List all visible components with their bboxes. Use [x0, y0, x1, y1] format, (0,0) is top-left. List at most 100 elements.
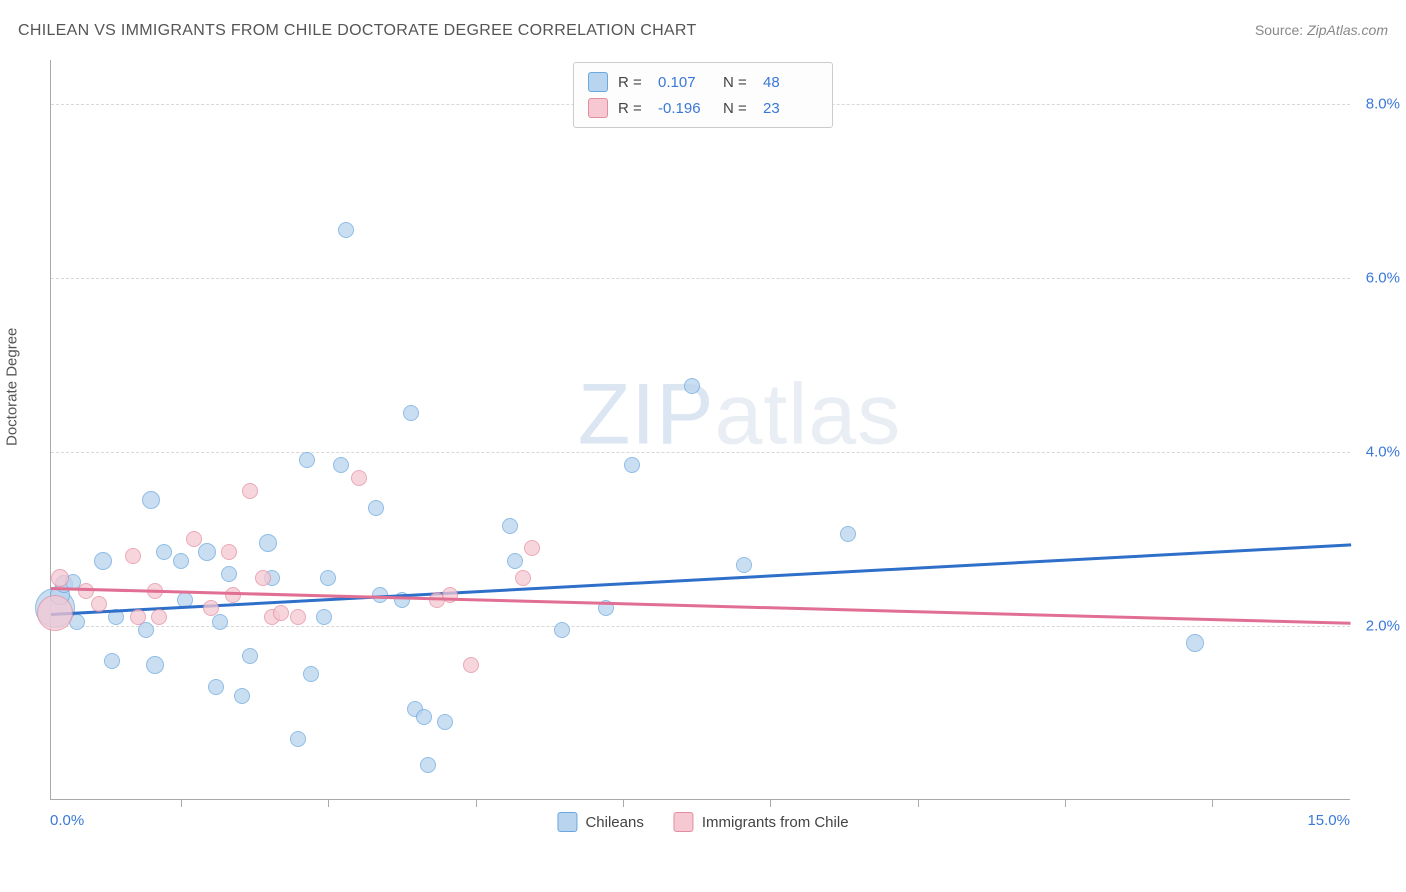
scatter-point — [351, 470, 367, 486]
watermark: ZIPatlas — [578, 365, 901, 464]
scatter-point — [142, 491, 160, 509]
x-tick — [476, 799, 477, 807]
scatter-point — [173, 553, 189, 569]
scatter-point — [104, 653, 120, 669]
scatter-point — [338, 222, 354, 238]
x-tick — [1212, 799, 1213, 807]
legend-series-label: Immigrants from Chile — [702, 814, 849, 831]
x-tick — [181, 799, 182, 807]
scatter-point — [186, 531, 202, 547]
scatter-point — [234, 688, 250, 704]
scatter-point — [151, 609, 167, 625]
legend-r-value: -0.196 — [658, 100, 713, 117]
scatter-point — [290, 609, 306, 625]
scatter-point — [524, 540, 540, 556]
scatter-point — [255, 570, 271, 586]
legend-n-label: N = — [723, 100, 753, 117]
legend-swatch-icon — [557, 812, 577, 832]
scatter-point — [736, 557, 752, 573]
scatter-point — [368, 500, 384, 516]
scatter-point — [442, 587, 458, 603]
scatter-point — [316, 609, 332, 625]
scatter-point — [437, 714, 453, 730]
gridline — [51, 278, 1350, 279]
legend-n-label: N = — [723, 74, 753, 91]
scatter-point — [156, 544, 172, 560]
correlation-legend: R = 0.107 N = 48 R = -0.196 N = 23 — [573, 62, 833, 128]
trend-line — [51, 587, 1351, 624]
legend-r-label: R = — [618, 100, 648, 117]
legend-n-value: 23 — [763, 100, 818, 117]
scatter-point — [1186, 634, 1204, 652]
scatter-point — [684, 378, 700, 394]
legend-row: R = 0.107 N = 48 — [588, 69, 818, 95]
gridline — [51, 626, 1350, 627]
scatter-point — [463, 657, 479, 673]
scatter-plot-area: ZIPatlas 2.0%4.0%6.0%8.0% — [50, 60, 1350, 800]
scatter-point — [130, 609, 146, 625]
scatter-point — [403, 405, 419, 421]
watermark-atlas: atlas — [715, 366, 902, 462]
y-tick-label: 6.0% — [1366, 269, 1400, 286]
scatter-point — [221, 544, 237, 560]
series-legend: Chileans Immigrants from Chile — [557, 812, 848, 832]
chart-title: CHILEAN VS IMMIGRANTS FROM CHILE DOCTORA… — [18, 22, 697, 40]
gridline — [51, 452, 1350, 453]
scatter-point — [554, 622, 570, 638]
x-tick — [1065, 799, 1066, 807]
scatter-point — [416, 709, 432, 725]
legend-swatch-icon — [674, 812, 694, 832]
scatter-point — [51, 569, 69, 587]
x-tick — [328, 799, 329, 807]
source-credit: Source: ZipAtlas.com — [1255, 22, 1388, 38]
legend-series-label: Chileans — [585, 814, 643, 831]
y-tick-label: 4.0% — [1366, 443, 1400, 460]
scatter-point — [203, 600, 219, 616]
legend-r-value: 0.107 — [658, 74, 713, 91]
legend-row: R = -0.196 N = 23 — [588, 95, 818, 121]
legend-swatch-icon — [588, 72, 608, 92]
scatter-point — [273, 605, 289, 621]
legend-item: Immigrants from Chile — [674, 812, 849, 832]
scatter-point — [303, 666, 319, 682]
scatter-point — [78, 583, 94, 599]
y-tick-label: 8.0% — [1366, 95, 1400, 112]
y-axis-label: Doctorate Degree — [4, 328, 21, 446]
x-tick — [918, 799, 919, 807]
scatter-point — [507, 553, 523, 569]
scatter-point — [138, 622, 154, 638]
x-tick — [770, 799, 771, 807]
scatter-point — [290, 731, 306, 747]
scatter-point — [198, 543, 216, 561]
y-tick-label: 2.0% — [1366, 617, 1400, 634]
legend-n-value: 48 — [763, 74, 818, 91]
scatter-point — [94, 552, 112, 570]
scatter-point — [320, 570, 336, 586]
scatter-point — [515, 570, 531, 586]
scatter-point — [208, 679, 224, 695]
scatter-point — [333, 457, 349, 473]
scatter-point — [146, 656, 164, 674]
scatter-point — [242, 648, 258, 664]
legend-swatch-icon — [588, 98, 608, 118]
scatter-point — [37, 595, 73, 631]
scatter-point — [259, 534, 277, 552]
scatter-point — [840, 526, 856, 542]
scatter-point — [91, 596, 107, 612]
source-value: ZipAtlas.com — [1307, 22, 1388, 38]
x-axis-max-label: 15.0% — [1307, 812, 1350, 829]
scatter-point — [242, 483, 258, 499]
scatter-point — [420, 757, 436, 773]
scatter-point — [502, 518, 518, 534]
scatter-point — [624, 457, 640, 473]
scatter-point — [125, 548, 141, 564]
legend-item: Chileans — [557, 812, 643, 832]
scatter-point — [299, 452, 315, 468]
x-tick — [623, 799, 624, 807]
x-axis-min-label: 0.0% — [50, 812, 84, 829]
scatter-point — [225, 587, 241, 603]
scatter-point — [221, 566, 237, 582]
legend-r-label: R = — [618, 74, 648, 91]
scatter-point — [212, 614, 228, 630]
source-label: Source: — [1255, 22, 1303, 38]
